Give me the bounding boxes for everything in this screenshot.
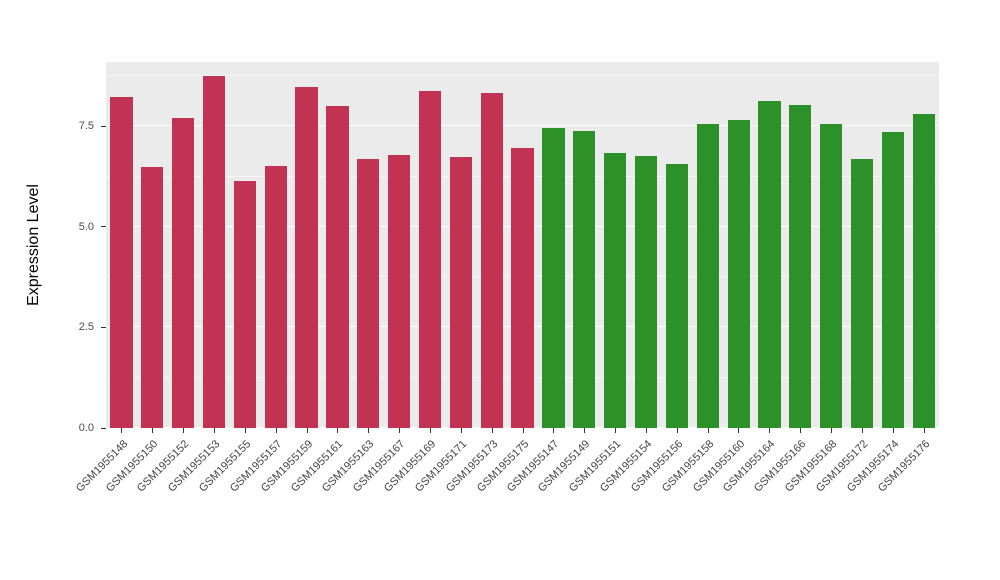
- bar-GSM1955174: [881, 132, 905, 428]
- x-tick-mark: [121, 428, 123, 433]
- bar-GSM1955148: [110, 97, 133, 428]
- x-tick-mark: [152, 428, 154, 433]
- bar-GSM1955167: [388, 155, 411, 428]
- bar-slot: [199, 62, 230, 428]
- y-tick-label: 7.5: [78, 120, 94, 133]
- x-tick-mark: [769, 428, 771, 433]
- bar-GSM1955155: [233, 181, 256, 428]
- bar-GSM1955159: [295, 86, 318, 428]
- bar-slot: [137, 62, 168, 428]
- bar-GSM1955154: [634, 156, 658, 428]
- x-axis-labels: GSM1955148 GSM1955150 GSM1955152 GSM1955153…: [73, 428, 939, 568]
- bar-slot: [600, 62, 631, 428]
- x-tick-mark: [213, 428, 215, 433]
- y-tick-label: 5.0: [78, 220, 94, 233]
- bar-slot: [168, 62, 199, 428]
- bar-GSM1955151: [604, 153, 627, 428]
- x-tick-mark: [460, 428, 462, 433]
- x-tick-mark: [491, 428, 493, 433]
- x-tick-mark: [553, 428, 555, 433]
- bar-slot: [816, 62, 847, 428]
- bar-GSM1955176: [912, 114, 935, 428]
- y-axis-labels: 0.0 2.5 5.0 7.5: [0, 62, 106, 434]
- bar-slot: [692, 62, 723, 428]
- x-tick-mark: [399, 428, 401, 433]
- y-tick-mark: [101, 427, 106, 429]
- bar-slot: [476, 62, 507, 428]
- x-tick-mark: [707, 428, 709, 433]
- x-tick-mark: [645, 428, 647, 433]
- bar-slot: [538, 62, 569, 428]
- y-tick-mark: [101, 326, 106, 328]
- x-tick-mark: [738, 428, 740, 433]
- bar-GSM1955163: [357, 159, 380, 428]
- x-tick-mark: [368, 428, 370, 433]
- bar-GSM1955171: [449, 157, 472, 428]
- bar-GSM1955153: [202, 76, 226, 428]
- x-tick-mark: [923, 428, 925, 433]
- bar-GSM1955147: [542, 128, 565, 428]
- x-tick-mark: [522, 428, 524, 433]
- x-tick-mark: [800, 428, 802, 433]
- bar-GSM1955173: [480, 93, 503, 428]
- bar-GSM1955150: [141, 166, 164, 428]
- x-tick-mark: [306, 428, 308, 433]
- bar-slot: [384, 62, 415, 428]
- y-tick-mark: [101, 226, 106, 228]
- plot-panel: [106, 62, 939, 428]
- bar-slot: [723, 62, 754, 428]
- x-tick-mark: [676, 428, 678, 433]
- x-tick-label-GSM1955148: GSM1955148: [73, 438, 130, 495]
- x-tick-mark: [861, 428, 863, 433]
- bar-slot: [353, 62, 384, 428]
- x-tick-mark: [831, 428, 833, 433]
- bar-slot: [229, 62, 260, 428]
- y-tick-label: 0.0: [78, 422, 94, 434]
- bar-slot: [507, 62, 538, 428]
- bar-slot: [106, 62, 137, 428]
- bar-GSM1955164: [758, 100, 781, 428]
- y-tick-label: 2.5: [78, 321, 94, 334]
- bar-GSM1955160: [727, 119, 750, 428]
- gridline-minor: [106, 75, 939, 77]
- bars-layer: [106, 62, 939, 428]
- bar-GSM1955157: [264, 166, 287, 428]
- bar-GSM1955175: [511, 148, 534, 428]
- bar-slot: [785, 62, 816, 428]
- x-tick-mark: [892, 428, 894, 433]
- x-tick-mark: [615, 428, 617, 433]
- bar-slot: [445, 62, 476, 428]
- x-tick-mark: [429, 428, 431, 433]
- bar-slot: [847, 62, 878, 428]
- bar-GSM1955152: [172, 118, 195, 428]
- bar-GSM1955161: [326, 106, 349, 428]
- bar-slot: [291, 62, 322, 428]
- bar-GSM1955156: [665, 164, 688, 428]
- x-tick-mark: [183, 428, 185, 433]
- bar-slot: [908, 62, 939, 428]
- bar-GSM1955166: [789, 104, 812, 428]
- bar-slot: [754, 62, 785, 428]
- bar-GSM1955168: [820, 124, 843, 428]
- bar-GSM1955158: [696, 124, 719, 428]
- bar-GSM1955169: [418, 91, 442, 428]
- bar-GSM1955149: [573, 131, 596, 428]
- bar-slot: [661, 62, 692, 428]
- x-tick-mark: [244, 428, 246, 433]
- x-tick-mark: [584, 428, 586, 433]
- x-tick-mark: [275, 428, 277, 433]
- bar-slot: [322, 62, 353, 428]
- bar-GSM1955172: [850, 159, 874, 428]
- bar-slot: [260, 62, 291, 428]
- bar-slot: [631, 62, 662, 428]
- bar-slot: [415, 62, 446, 428]
- gridline-major: [106, 125, 939, 127]
- y-tick-mark: [101, 125, 106, 127]
- bar-slot: [569, 62, 600, 428]
- x-tick-mark: [337, 428, 339, 433]
- bar-slot: [877, 62, 908, 428]
